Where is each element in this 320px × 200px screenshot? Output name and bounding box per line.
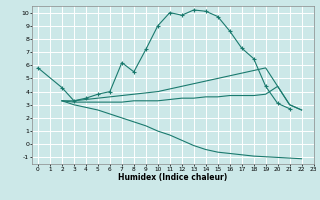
X-axis label: Humidex (Indice chaleur): Humidex (Indice chaleur) [118, 173, 228, 182]
